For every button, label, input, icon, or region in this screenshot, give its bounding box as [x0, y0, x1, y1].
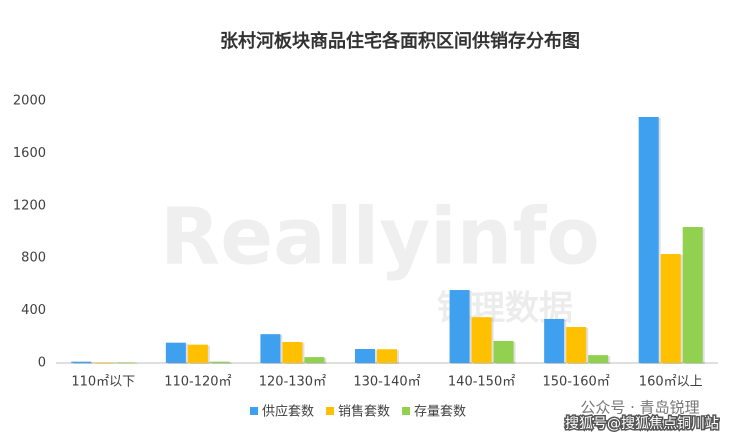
- watermark: 公众号 · 青岛锐理: [580, 399, 699, 417]
- bar: [638, 116, 659, 364]
- x-tick-label: 110㎡以下: [71, 375, 135, 390]
- bar: [566, 326, 587, 363]
- y-tick-label: 1600: [13, 146, 46, 161]
- y-tick-label: 2000: [13, 94, 46, 109]
- legend-swatch: [326, 407, 335, 415]
- legend-swatch: [250, 407, 258, 415]
- bar: [165, 342, 186, 363]
- legend-swatch: [402, 407, 411, 415]
- y-tick-label: 0: [38, 356, 46, 371]
- bar: [588, 355, 609, 363]
- bar: [660, 254, 681, 363]
- legend-label: 供应套数: [262, 404, 314, 420]
- bar: [377, 349, 397, 363]
- bar: [115, 362, 136, 363]
- y-tick-label: 1200: [13, 198, 46, 213]
- bar: [304, 357, 325, 363]
- bar-shadow: [117, 363, 138, 364]
- bar: [544, 318, 565, 363]
- legend-label: 销售套数: [338, 404, 390, 420]
- bar: [71, 361, 92, 363]
- x-tick-label: 110-120㎡: [164, 375, 231, 390]
- chart-title: 张村河板块商品住宅各面积区间供销存分布图: [220, 30, 580, 52]
- bar: [449, 290, 470, 363]
- y-tick-label: 800: [21, 251, 46, 266]
- bar: [282, 342, 303, 363]
- x-tick-label: 140-150㎡: [448, 375, 515, 390]
- bar: [260, 334, 281, 363]
- x-tick-label: 120-130㎡: [259, 375, 326, 390]
- legend-label: 存量套数: [414, 404, 466, 420]
- bar: [93, 362, 114, 363]
- bar: [493, 340, 514, 363]
- bar: [471, 317, 492, 363]
- x-tick-label: 150-160㎡: [542, 375, 609, 390]
- watermark: 搜狐号@搜狐焦点铜川站: [565, 416, 719, 432]
- bar: [209, 361, 230, 363]
- bar: [187, 344, 208, 363]
- bar: [682, 227, 703, 363]
- bar-shadow: [211, 362, 232, 364]
- y-tick-label: 400: [21, 303, 46, 318]
- bar-shadow: [73, 362, 94, 364]
- watermark: Reallyinfo: [160, 192, 600, 282]
- x-tick-label: 130-140㎡: [353, 375, 420, 390]
- bar-shadow: [95, 363, 116, 364]
- x-tick-label: 160㎡以上: [639, 375, 703, 390]
- bar: [355, 348, 375, 363]
